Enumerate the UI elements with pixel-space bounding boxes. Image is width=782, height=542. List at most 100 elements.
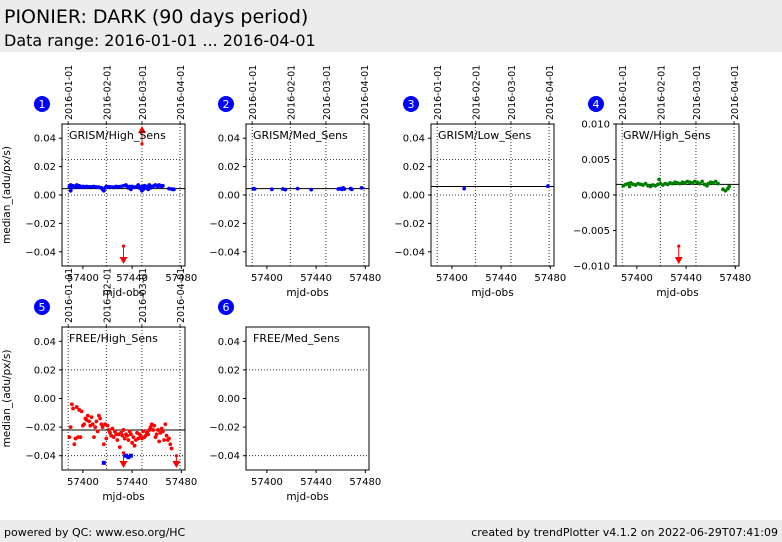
y-tick-label: 0.00 bbox=[34, 394, 56, 405]
outlier-arrow-head bbox=[119, 257, 128, 264]
chart-panel-1: 1 2016-01-01 2016-02-01 2016-03-01 2016-04-0… bbox=[1, 65, 197, 299]
panel-number-label: 5 bbox=[39, 301, 46, 314]
data-point bbox=[111, 435, 116, 440]
data-point bbox=[154, 432, 159, 437]
data-point bbox=[100, 425, 105, 429]
data-point bbox=[359, 186, 364, 190]
panel-label: GRISM/High_Sens bbox=[69, 129, 166, 142]
x-axis-label: mjd-obs bbox=[471, 287, 513, 299]
data-point bbox=[168, 442, 173, 447]
y-axis-label: median_(adu/px/s) bbox=[1, 146, 13, 244]
data-point bbox=[349, 187, 354, 192]
y-tick-label: 0.00 bbox=[34, 191, 56, 202]
date-tick-label: 2016-02-01 bbox=[656, 65, 667, 120]
data-point bbox=[164, 433, 169, 438]
data-point bbox=[627, 184, 632, 189]
x-tick-label: 57480 bbox=[349, 477, 381, 488]
date-tick-label: 2016-04-01 bbox=[730, 65, 741, 120]
panel-number-label: 1 bbox=[39, 98, 46, 111]
data-point bbox=[68, 188, 73, 193]
y-axis-label: median_(adu/px/s) bbox=[1, 350, 13, 448]
date-tick-label: 2016-03-01 bbox=[692, 65, 703, 120]
y-tick-label: 0.04 bbox=[403, 134, 425, 145]
data-point bbox=[101, 188, 106, 193]
y-tick-label: 0.000 bbox=[581, 191, 610, 202]
y-tick-label: 0.010 bbox=[581, 120, 610, 131]
x-tick-label: 57480 bbox=[719, 273, 751, 284]
page-title: PIONIER: DARK (90 days period) bbox=[4, 6, 309, 28]
data-point bbox=[147, 428, 152, 432]
data-point bbox=[94, 419, 99, 424]
chart-panel-4: 4 2016-01-01 2016-02-01 2016-03-01 2016-04-0… bbox=[573, 65, 751, 299]
data-point bbox=[160, 183, 165, 188]
outlier-point bbox=[121, 451, 126, 455]
y-tick-label: −0.04 bbox=[209, 451, 240, 462]
date-tick-label: 2016-03-01 bbox=[507, 65, 518, 120]
data-point bbox=[713, 179, 718, 184]
data-point bbox=[342, 187, 347, 191]
panel-number-label: 3 bbox=[408, 98, 415, 111]
x-tick-label: 57440 bbox=[485, 273, 517, 284]
data-point bbox=[128, 432, 133, 437]
data-point bbox=[74, 405, 79, 409]
data-point bbox=[269, 187, 274, 192]
footer: powered by QC: www.eso.org/HC created by… bbox=[0, 520, 782, 542]
y-tick-label: −0.04 bbox=[25, 451, 56, 462]
data-point bbox=[128, 453, 133, 458]
data-point bbox=[117, 445, 122, 450]
x-tick-label: 57440 bbox=[670, 273, 702, 284]
data-point bbox=[132, 443, 137, 448]
footer-powered-by: powered by QC: www.eso.org/HC bbox=[4, 526, 186, 539]
data-point bbox=[136, 436, 141, 441]
data-point bbox=[130, 440, 135, 445]
y-tick-label: 0.005 bbox=[581, 155, 610, 166]
data-point bbox=[172, 187, 176, 192]
y-tick-label: 0.02 bbox=[403, 162, 425, 173]
panel-label: GRISM/Low_Sens bbox=[438, 129, 531, 142]
x-tick-label: 57400 bbox=[67, 477, 99, 488]
panel-number-label: 4 bbox=[593, 98, 600, 111]
outlier-arrow-head bbox=[119, 461, 128, 468]
date-tick-label: 2016-03-01 bbox=[138, 65, 149, 120]
date-tick-label: 2016-02-01 bbox=[471, 65, 482, 120]
header: PIONIER: DARK (90 days period) Data rang… bbox=[0, 0, 782, 52]
y-tick-label: 0.02 bbox=[218, 162, 240, 173]
data-point bbox=[79, 409, 84, 414]
data-point bbox=[82, 422, 87, 427]
data-point bbox=[716, 181, 720, 186]
panel-number-badge bbox=[588, 96, 604, 112]
x-axis-label: mjd-obs bbox=[102, 287, 144, 299]
data-point bbox=[122, 436, 127, 441]
outlier-point bbox=[121, 244, 126, 248]
data-point bbox=[95, 429, 100, 434]
data-point bbox=[97, 413, 101, 418]
data-point bbox=[159, 426, 164, 431]
y-tick-label: 0.02 bbox=[34, 365, 56, 376]
y-tick-label: −0.04 bbox=[394, 247, 425, 258]
x-axis-label: mjd-obs bbox=[286, 491, 328, 503]
panel-label: GRW/High_Sens bbox=[623, 129, 711, 142]
y-tick-label: 0.04 bbox=[218, 337, 240, 348]
data-point bbox=[99, 422, 104, 427]
data-point bbox=[146, 432, 151, 437]
data-range-subtitle: Data range: 2016-01-01 ... 2016-04-01 bbox=[4, 31, 316, 50]
data-point bbox=[105, 423, 110, 428]
plot-frame bbox=[61, 326, 186, 471]
x-tick-label: 57480 bbox=[534, 273, 566, 284]
data-point bbox=[138, 433, 143, 438]
panel-label: GRISM/Med_Sens bbox=[253, 129, 348, 142]
data-point bbox=[85, 413, 90, 418]
x-tick-label: 57480 bbox=[165, 273, 197, 284]
data-point bbox=[119, 430, 123, 435]
x-tick-label: 57440 bbox=[116, 273, 148, 284]
data-point bbox=[283, 187, 288, 192]
data-point bbox=[697, 181, 702, 186]
panel-label: FREE/High_Sens bbox=[69, 332, 158, 345]
data-point bbox=[643, 181, 648, 186]
data-point bbox=[90, 422, 95, 427]
data-point bbox=[700, 179, 704, 184]
outlier-point bbox=[677, 244, 681, 248]
data-point bbox=[545, 184, 550, 189]
y-tick-label: −0.010 bbox=[573, 262, 610, 273]
y-tick-label: −0.02 bbox=[25, 423, 56, 434]
